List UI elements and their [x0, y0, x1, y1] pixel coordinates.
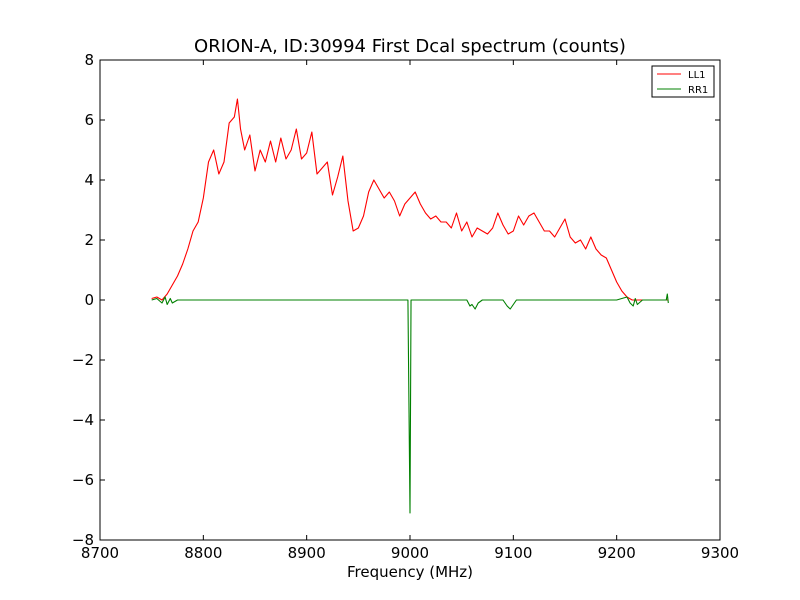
- y-tick-label: −6: [72, 471, 94, 489]
- y-tick-label: −4: [72, 411, 94, 429]
- x-tick-label: 9300: [701, 544, 739, 562]
- legend-frame: [651, 65, 715, 98]
- x-tick-label: 9200: [598, 544, 636, 562]
- y-tick-label: 2: [84, 231, 94, 249]
- y-tick-label: 0: [84, 291, 94, 309]
- x-axis-label: Frequency (MHz): [347, 563, 473, 581]
- x-tick-label: 9000: [391, 544, 429, 562]
- chart-title: ORION-A, ID:30994 First Dcal spectrum (c…: [194, 36, 626, 57]
- series-layer: [151, 98, 669, 514]
- x-tick-label: 8800: [184, 544, 222, 562]
- x-tick-label: 8700: [81, 544, 119, 562]
- y-tick-label: 4: [84, 171, 94, 189]
- y-tick-label: −2: [72, 351, 94, 369]
- y-tick-label: −8: [72, 531, 94, 549]
- y-tick-label: 8: [84, 51, 94, 69]
- x-tick-label: 9100: [494, 544, 532, 562]
- tick-layer: 8700 8800 8900 9000 9100 9200 9300 −8 −6 −4 −2 0 2 4 6…: [72, 51, 739, 562]
- y-tick-label: 6: [84, 111, 94, 129]
- series-line-ll1: [151, 98, 669, 301]
- legend: LL1 RR1: [651, 65, 715, 98]
- legend-label-rr1: RR1: [688, 85, 708, 96]
- legend-label-ll1: LL1: [688, 70, 706, 81]
- series-line-rr1: [151, 293, 669, 514]
- plot-frame: [99, 59, 721, 541]
- x-tick-label: 8900: [288, 544, 326, 562]
